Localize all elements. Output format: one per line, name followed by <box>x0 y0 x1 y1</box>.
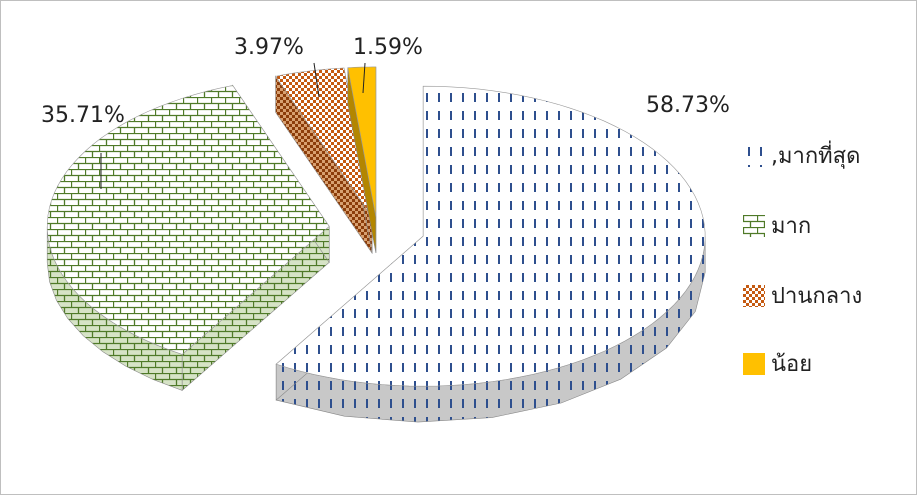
data-label-mak: 35.71% <box>41 103 125 128</box>
slice-mak-top <box>47 85 330 355</box>
leader-line <box>313 62 320 98</box>
slice-mak <box>46 84 330 392</box>
legend-label: น้อย <box>771 352 813 377</box>
legend-item-pan-klang: ปานกลาง <box>743 278 862 313</box>
legend-item-noi: น้อย <box>743 346 812 381</box>
legend-label: ปานกลาง <box>771 284 863 309</box>
legend-swatch-solid <box>743 352 765 375</box>
data-label-pan-klang: 3.97% <box>234 35 304 60</box>
legend-item-mak-thi-sut: ,มากที่สุด <box>743 138 860 173</box>
legend-swatch-dashed <box>743 144 765 167</box>
legend-swatch-brick <box>743 214 765 237</box>
legend-label: มาก <box>771 214 812 239</box>
slice-noi <box>347 66 377 253</box>
leader-line <box>362 62 366 94</box>
legend-item-mak: มาก <box>743 208 811 243</box>
legend-label: ,มากที่สุด <box>771 144 861 169</box>
slice-mak-thi-sut <box>275 85 706 423</box>
legend-swatch-checker <box>743 284 765 307</box>
data-label-mak-thi-sut: 58.73% <box>646 93 730 118</box>
chart-legend: ,มากที่สุด มาก ปานกลาง น้อย <box>743 1 913 496</box>
data-label-noi: 1.59% <box>353 35 423 60</box>
slice-mak-thi-sut-top <box>275 85 706 387</box>
slice-noi-top <box>347 66 377 217</box>
